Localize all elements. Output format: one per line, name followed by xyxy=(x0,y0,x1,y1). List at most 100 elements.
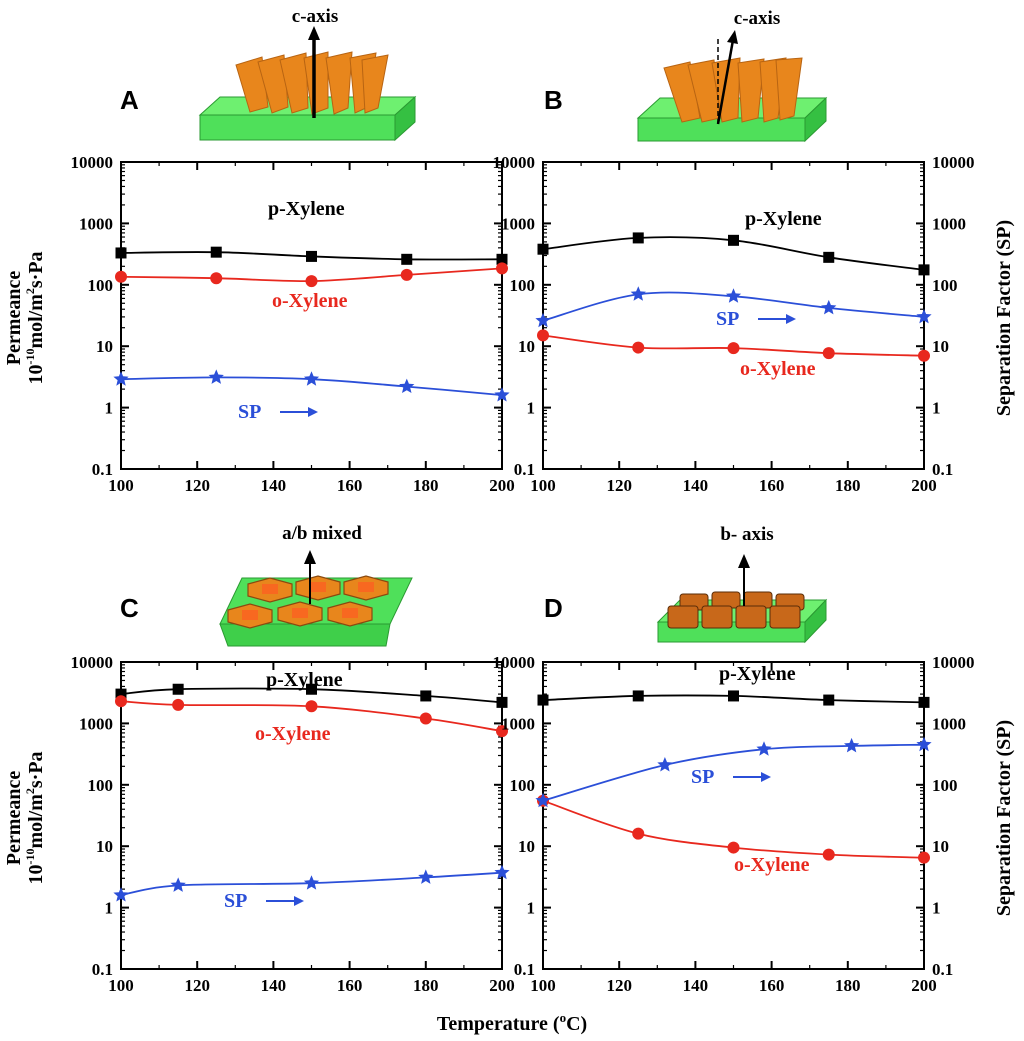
data-point-square xyxy=(823,694,835,706)
panel-letter-b: B xyxy=(544,85,563,115)
data-point-square xyxy=(632,232,644,244)
x-tick-label: 120 xyxy=(606,476,632,495)
series-line-sp xyxy=(542,743,925,802)
data-point-star xyxy=(113,371,129,386)
data-point-star xyxy=(303,371,320,386)
series-label: SP xyxy=(716,308,739,330)
data-point-circle xyxy=(496,725,508,738)
data-point-circle xyxy=(822,347,835,360)
data-point-square xyxy=(632,690,644,702)
data-point-square xyxy=(115,688,127,700)
data-point-star xyxy=(916,308,932,324)
panel-letter-c: C xyxy=(120,593,139,623)
series-label: SP xyxy=(224,890,247,912)
data-point-square xyxy=(420,690,432,702)
y-tick-label: 0.1 xyxy=(92,460,113,479)
data-point-square xyxy=(306,250,317,262)
x-tick-label: 100 xyxy=(108,976,134,995)
illustration-a xyxy=(198,26,417,142)
y-tick-label-right: 100 xyxy=(932,276,958,295)
y-tick-label-right: 0.1 xyxy=(932,460,953,479)
data-point-star xyxy=(208,369,224,384)
data-point-circle xyxy=(172,698,185,711)
y-tick-label-right: 1000 xyxy=(932,714,966,733)
data-point-square xyxy=(728,690,739,702)
data-point-circle xyxy=(305,700,318,713)
data-point-star xyxy=(170,877,186,892)
x-tick-label: 120 xyxy=(184,976,210,995)
data-point-star xyxy=(113,887,129,902)
data-point-circle xyxy=(918,349,930,362)
data-point-square xyxy=(918,696,930,708)
series-label: o-Xylene xyxy=(272,290,348,312)
illustration-d xyxy=(656,554,828,644)
data-point-circle xyxy=(918,851,930,864)
x-tick-label: 180 xyxy=(413,476,439,495)
data-point-square xyxy=(401,253,413,265)
data-point-square xyxy=(918,264,930,276)
y-tick-label: 1 xyxy=(105,399,114,418)
arrow-right-icon xyxy=(308,407,318,417)
data-point-star xyxy=(535,312,551,328)
data-point-square xyxy=(537,694,549,706)
data-point-star xyxy=(418,869,434,884)
y-tick-label: 1 xyxy=(527,899,536,918)
data-point-star xyxy=(630,286,646,301)
data-point-square xyxy=(306,683,317,695)
series-label: p-Xylene xyxy=(268,198,345,220)
y-tick-label: 10 xyxy=(96,837,113,856)
y-tick-label: 1000 xyxy=(501,214,535,233)
y-tick-label-right: 10 xyxy=(932,337,949,356)
left-y-title-bottom: Permeance 10-10mol/m2s·Pa xyxy=(3,751,47,884)
data-point-circle xyxy=(115,695,127,708)
y-tick-label: 10000 xyxy=(71,153,114,172)
data-point-square xyxy=(728,234,739,246)
series-label: p-Xylene xyxy=(719,663,796,685)
x-tick-label: 100 xyxy=(108,476,134,495)
y-tick-label: 0.1 xyxy=(514,960,535,979)
right-y-title-bottom: Separation Factor (SP) xyxy=(993,720,1015,916)
data-point-circle xyxy=(419,712,432,725)
data-point-star xyxy=(756,741,772,756)
series-label: SP xyxy=(238,401,261,423)
panel-letter-d: D xyxy=(544,593,563,623)
data-point-square xyxy=(496,253,508,265)
y-tick-label-right: 10 xyxy=(932,837,949,856)
data-point-circle xyxy=(822,848,835,861)
x-tick-label: 200 xyxy=(489,976,515,995)
x-tick-label: 180 xyxy=(835,976,861,995)
series-label: p-Xylene xyxy=(266,669,343,691)
x-tick-label: 180 xyxy=(835,476,861,495)
data-point-circle xyxy=(727,342,740,355)
svg-text:Permeance: Permeance xyxy=(3,771,25,866)
y-tick-label: 1000 xyxy=(501,714,535,733)
y-tick-label-right: 0.1 xyxy=(932,960,953,979)
y-tick-label: 10 xyxy=(96,337,113,356)
data-point-circle xyxy=(537,329,549,342)
y-tick-label: 100 xyxy=(510,276,536,295)
x-axis-title-end: C) xyxy=(566,1013,587,1035)
data-point-square xyxy=(210,246,222,258)
svg-text:10-10mol/m2s·Pa: 10-10mol/m2s·Pa xyxy=(23,751,47,884)
right-y-title-top: Separation Factor (SP) xyxy=(993,220,1015,416)
y-tick-label-right: 1 xyxy=(932,899,941,918)
series-label: o-Xylene xyxy=(740,358,816,380)
data-point-square xyxy=(115,247,127,259)
x-tick-label: 140 xyxy=(261,476,287,495)
x-tick-label: 140 xyxy=(683,476,709,495)
data-point-circle xyxy=(632,827,645,840)
caption-b: c-axis xyxy=(734,8,780,29)
y-tick-label: 10000 xyxy=(71,653,114,672)
data-point-circle xyxy=(305,275,318,288)
y-tick-label: 100 xyxy=(88,276,114,295)
plot-frame xyxy=(542,661,925,970)
y-tick-label: 1000 xyxy=(79,714,113,733)
svg-text:10-10mol/m2s·Pa: 10-10mol/m2s·Pa xyxy=(23,251,47,384)
x-tick-label: 160 xyxy=(337,976,363,995)
data-point-star xyxy=(535,792,551,808)
series-label: SP xyxy=(691,766,714,788)
y-tick-label: 10000 xyxy=(493,653,536,672)
y-tick-label: 0.1 xyxy=(92,960,113,979)
